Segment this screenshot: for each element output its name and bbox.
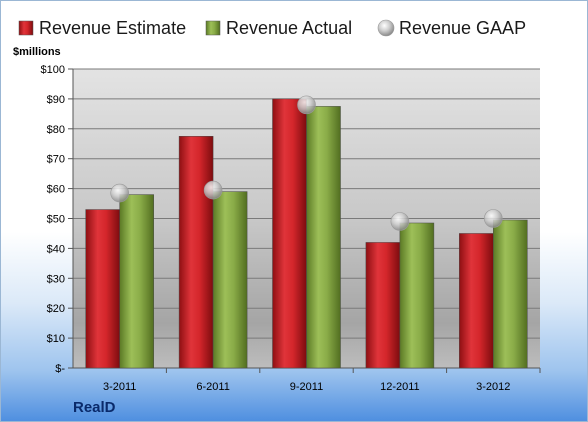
legend: Revenue Estimate Revenue Actual Revenue GA… [18, 18, 526, 38]
y-tick-label: $50 [47, 214, 65, 226]
legend-label: Revenue GAAP [399, 18, 526, 38]
y-unit-label: $millions [13, 46, 61, 58]
estimate-bar [365, 242, 401, 369]
x-tick-label: 12-2011 [380, 381, 420, 393]
y-axis: $- $10 $20 $30 $40 $50 $60 $70 $80 $90 $100 [41, 64, 540, 375]
legend-swatch-actual [205, 20, 221, 36]
x-tick-label: 9-2011 [290, 381, 323, 393]
bars [85, 98, 528, 369]
legend-marker-gaap [377, 19, 395, 37]
y-tick-label: $40 [47, 243, 65, 255]
actual-bar [399, 222, 435, 369]
y-tick-label: $- [55, 363, 65, 375]
actual-bar [306, 106, 341, 369]
estimate-bar [178, 136, 214, 369]
x-tick-label: 3-2012 [476, 381, 510, 393]
estimate-bar [85, 209, 120, 369]
y-tick-label: $10 [47, 333, 65, 345]
gaap-marker [110, 183, 129, 203]
y-tick-label: $100 [41, 64, 65, 76]
y-tick-label: $30 [47, 273, 65, 285]
y-tick-label: $20 [47, 303, 65, 315]
actual-bar [212, 191, 248, 369]
legend-swatch-estimate [18, 20, 34, 36]
y-tick-label: $60 [47, 184, 65, 196]
legend-label: Revenue Actual [226, 18, 352, 38]
company-name: RealD [73, 399, 116, 416]
x-tick-label: 6-2011 [196, 381, 229, 393]
gaap-marker [483, 209, 503, 228]
y-tick-label: $80 [47, 124, 65, 136]
actual-bar [119, 194, 154, 369]
y-tick-label: $90 [47, 94, 65, 106]
x-tick-label: 3-2011 [103, 381, 136, 393]
gaap-marker [390, 212, 410, 231]
estimate-bar [272, 98, 307, 369]
gaap-marker [203, 180, 223, 200]
y-tick-label: $70 [47, 154, 65, 166]
actual-bar [493, 219, 528, 369]
x-axis: 3-2011 6-2011 9-2011 12-2011 3-2012 [103, 368, 541, 393]
legend-label: Revenue Estimate [39, 18, 186, 38]
gaap-markers [110, 95, 503, 231]
estimate-bar [459, 233, 494, 369]
gaap-marker [297, 95, 316, 115]
